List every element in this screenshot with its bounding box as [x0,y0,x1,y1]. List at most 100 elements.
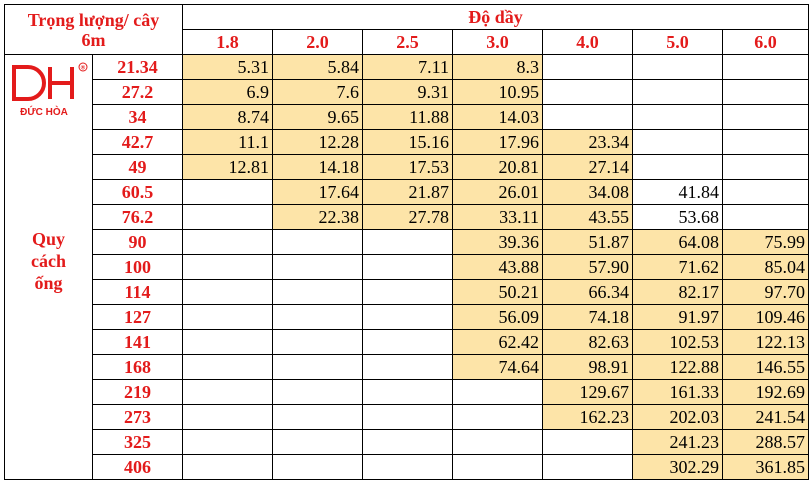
weight-cell: 21.87 [362,179,453,205]
weight-cell: 6.9 [182,79,273,105]
table-row: 219 129.67 161.33 192.69 [5,379,809,405]
weight-cell: 162.23 [542,404,633,430]
weight-cell: 11.88 [362,104,453,130]
weight-cell [632,79,723,105]
weight-cell [272,454,363,480]
weight-cell: 7.6 [272,79,363,105]
weight-cell: 39.36 [452,229,543,255]
weight-cell: 11.1 [182,129,273,155]
thickness-col-header: 5.0 [632,29,723,55]
weight-cell: 14.03 [452,104,543,130]
pipe-spec-word: ống [34,273,63,293]
outer-diameter-cell: 168 [92,354,183,380]
weight-cell [362,429,453,455]
table-row: ® ĐỨC HÒA Quy cách ống 21.34 5.31 5.84 7.11 8.3 [4,54,809,480]
weight-cell: 15.16 [362,129,453,155]
weight-cell [722,104,809,130]
weight-cell [182,379,273,405]
weight-cell [362,279,453,305]
weight-cell [542,54,633,80]
thickness-values-row: 1.8 2.0 2.5 3.0 4.0 5.0 6.0 [5,29,809,55]
weight-cell: 26.01 [452,179,543,205]
weight-cell: 41.84 [632,179,723,205]
outer-diameter-cell: 114 [92,279,183,305]
weight-cell: 62.42 [452,329,543,355]
weight-cell [632,54,723,80]
weight-cell [542,454,633,480]
thickness-col-header: 4.0 [542,29,633,55]
weight-cell [452,404,543,430]
table-row: 76.2 22.38 27.78 33.11 43.55 53.68 [5,204,809,230]
weight-cell [362,404,453,430]
table-row: 114 50.21 66.34 82.17 97.70 [5,279,809,305]
weight-cell [632,154,723,180]
weight-cell [182,254,273,280]
outer-diameter-cell: 325 [92,429,183,455]
weight-cell [452,454,543,480]
table-row: 127 56.09 74.18 91.97 109.46 [5,304,809,330]
weight-cell [362,354,453,380]
outer-diameter-cell: 27.2 [92,79,183,105]
weight-cell [272,354,363,380]
weight-cell: 122.13 [722,329,809,355]
weight-cell: 8.3 [452,54,543,80]
weight-cell: 85.04 [722,254,809,280]
weight-cell: 7.11 [362,54,453,80]
weight-cell [272,254,363,280]
weight-cell [722,179,809,205]
weight-cell [452,429,543,455]
table-row: 168 74.64 98.91 122.88 146.55 [5,354,809,380]
outer-diameter-cell: 90 [92,229,183,255]
table-row: 49 12.81 14.18 17.53 20.81 27.14 [5,154,809,180]
weight-cell: 75.99 [722,229,809,255]
weight-cell: 82.63 [542,329,633,355]
pipe-spec-word: cách [31,251,66,271]
weight-cell: 288.57 [722,429,809,455]
weight-cell: 102.53 [632,329,723,355]
weight-cell: 74.64 [452,354,543,380]
table-row: 34 8.74 9.65 11.88 14.03 [5,104,809,130]
outer-diameter-cell: 141 [92,329,183,355]
thickness-col-header: 2.0 [272,29,363,55]
weight-cell [182,354,273,380]
weight-cell: 9.31 [362,79,453,105]
weight-cell [362,254,453,280]
header-row-top: Trọng lượng/ cây 6m Độ dầy [4,4,809,55]
table-row: 100 43.88 57.90 71.62 85.04 [5,254,809,280]
outer-diameter-cell: 76.2 [92,204,183,230]
weight-cell [542,104,633,130]
weight-cell: 57.90 [542,254,633,280]
weight-cell: 241.54 [722,404,809,430]
weight-cell [362,454,453,480]
weight-cell: 17.64 [272,179,363,205]
weight-cell: 146.55 [722,354,809,380]
weight-cell: 5.31 [182,54,273,80]
pipe-spec-label: Quy cách ống [6,228,92,294]
pipe-weight-table: Trọng lượng/ cây 6m Độ dầy 1.8 2.0 2.5 3.0 4… [4,4,809,480]
outer-diameter-cell: 273 [92,404,183,430]
weight-cell [722,204,809,230]
weight-cell: 53.68 [632,204,723,230]
table-row: 406 302.29 361.85 [5,454,809,480]
weight-cell: 10.95 [452,79,543,105]
weight-cell: 51.87 [542,229,633,255]
weight-cell [272,379,363,405]
weight-cell: 129.67 [542,379,633,405]
table-row: 273 162.23 202.03 241.54 [5,404,809,430]
weight-cell [722,54,809,80]
weight-cell: 98.91 [542,354,633,380]
table-row: 27.2 6.9 7.6 9.31 10.95 [5,79,809,105]
outer-diameter-cell: 219 [92,379,183,405]
weight-cell: 43.88 [452,254,543,280]
table-row: 141 62.42 82.63 102.53 122.13 [5,329,809,355]
weight-cell [182,179,273,205]
weight-cell: 8.74 [182,104,273,130]
outer-diameter-cell: 127 [92,304,183,330]
weight-cell: 43.55 [542,204,633,230]
duc-hoa-logo: ® ĐỨC HÒA [11,62,87,118]
outer-diameter-cell: 100 [92,254,183,280]
outer-diameter-cell: 406 [92,454,183,480]
weight-cell [632,129,723,155]
outer-diameter-cell: 34 [92,104,183,130]
weight-cell: 27.78 [362,204,453,230]
